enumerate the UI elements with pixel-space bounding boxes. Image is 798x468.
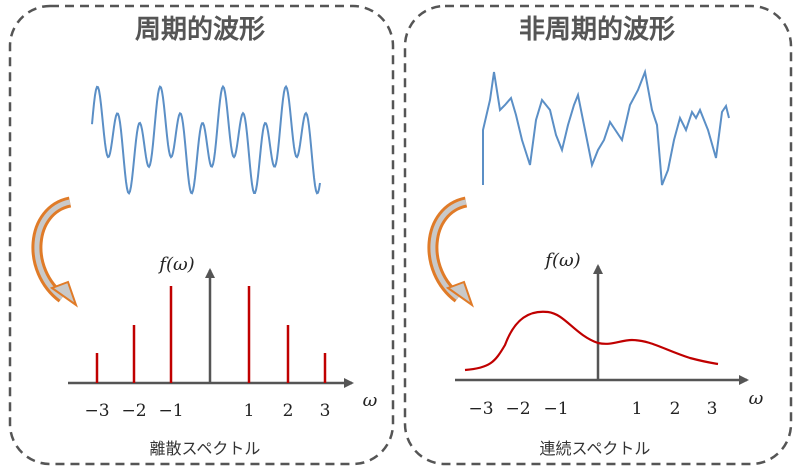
tick-label: 1 — [632, 399, 643, 419]
tick-label: 3 — [707, 399, 718, 419]
panel-frame — [8, 4, 395, 466]
tick-label: −1 — [543, 399, 568, 419]
axis-label: f(ω) — [543, 250, 580, 271]
tick-label: 1 — [244, 401, 255, 421]
tick-label: −3 — [84, 401, 109, 421]
panel-title: 非周期的波形 — [519, 14, 675, 45]
panel-frame — [403, 4, 793, 466]
tick-label: −3 — [468, 399, 493, 419]
caption: 離散スペクトル — [150, 439, 261, 458]
discrete-spectrum — [95, 286, 327, 383]
panel-title: 周期的波形 — [135, 14, 265, 45]
periodic-wave — [91, 84, 321, 195]
tick-label: 2 — [670, 399, 681, 419]
tick-label: −2 — [121, 401, 146, 421]
tick-label: −2 — [505, 399, 530, 419]
tick-label: −1 — [158, 401, 183, 421]
continuous-spectrum — [464, 310, 719, 372]
tick-label: 2 — [283, 401, 294, 421]
curved-arrow — [31, 196, 78, 308]
variable-label: ω — [363, 390, 378, 411]
caption: 連続スペクトル — [540, 439, 651, 458]
curved-arrow — [427, 196, 474, 308]
tick-label: 3 — [320, 401, 331, 421]
aperiodic-wave — [482, 68, 730, 186]
variable-label: ω — [749, 388, 764, 409]
axis-label: f(ω) — [157, 254, 194, 275]
